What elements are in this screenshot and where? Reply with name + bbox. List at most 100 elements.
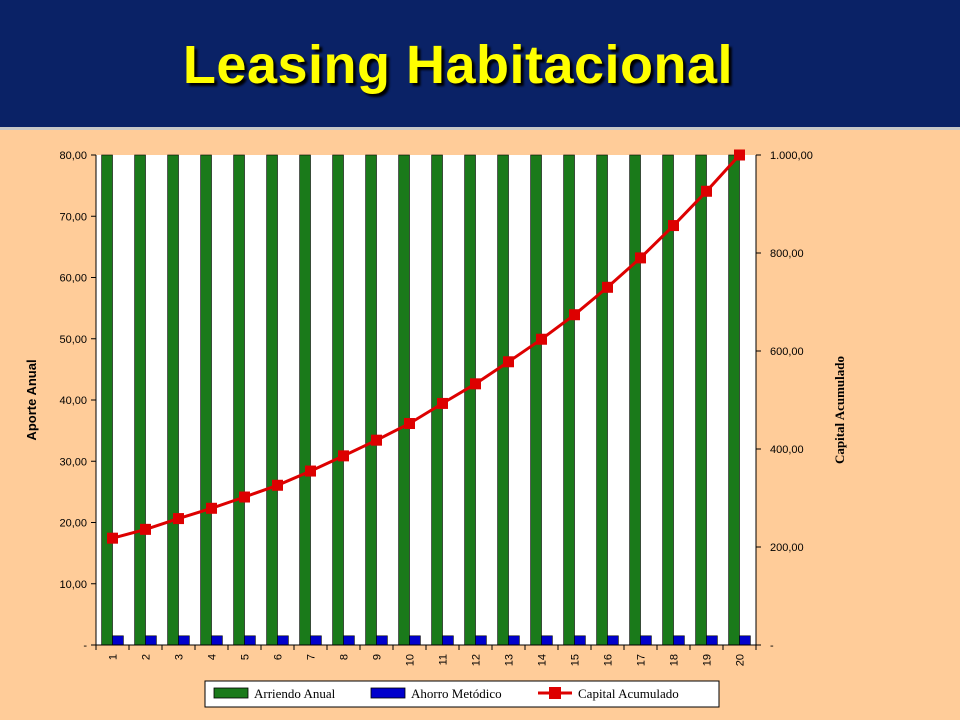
bar-ahorro-19 [706,635,718,646]
x-tick-label: 6 [273,654,285,660]
bar-arriendo-17 [629,154,641,646]
left-tick-label: 70,00 [59,211,87,223]
slide-title: Leasing Habitacional [182,35,734,95]
capital-point-4 [206,502,217,514]
x-tick-label: 8 [339,654,351,660]
right-tick-label: 1.000,00 [770,150,813,162]
bar-ahorro-15 [574,635,586,646]
bar-arriendo-4 [200,154,212,646]
bar-ahorro-16 [607,635,619,646]
chart-legend: Arriendo Anual Ahorro Metódico Capital A… [204,680,720,708]
capital-point-11 [437,397,448,409]
bar-ahorro-17 [640,635,652,646]
ahorro-metodico-bars [112,635,751,646]
right-tick-label: 200,00 [770,542,804,554]
bar-ahorro-14 [541,635,553,646]
left-axis-title: Aporte Anual [24,359,39,440]
bar-ahorro-7 [310,635,322,646]
bar-arriendo-15 [563,154,575,646]
left-tick-label: 20,00 [59,518,87,530]
capital-point-2 [140,523,151,535]
capital-point-19 [701,185,712,197]
x-tick-label: 7 [306,654,318,660]
x-tick-label: 3 [174,654,186,660]
bar-ahorro-3 [178,635,190,646]
legend-swatch-arriendo [213,687,249,699]
capital-point-7 [305,465,316,477]
left-tick-label: 50,00 [59,334,87,346]
right-axis-ticks: - 200,00 400,00 600,00 800,00 1.000,00 [756,150,813,652]
bar-arriendo-13 [497,154,509,646]
x-tick-label: 15 [570,654,582,666]
bar-arriendo-2 [134,154,146,646]
capital-point-10 [404,418,415,430]
bar-arriendo-16 [596,154,608,646]
capital-point-3 [173,513,184,525]
bar-arriendo-5 [233,154,245,646]
left-tick-label: 80,00 [59,150,87,162]
bar-arriendo-20 [728,154,740,646]
right-tick-label: 600,00 [770,346,804,358]
bar-ahorro-6 [277,635,289,646]
right-tick-label: 800,00 [770,248,804,260]
x-tick-label: 16 [603,654,615,666]
x-tick-label: 14 [537,654,549,666]
left-tick-label: 40,00 [59,395,87,407]
bar-ahorro-8 [343,635,355,646]
left-tick-label: - [83,640,87,652]
capital-point-13 [503,356,514,368]
right-tick-label: - [770,640,774,652]
x-tick-label: 19 [702,654,714,666]
capital-point-12 [470,378,481,390]
capital-point-1 [107,532,118,544]
bar-ahorro-1 [112,635,124,646]
bar-arriendo-7 [299,154,311,646]
bar-ahorro-12 [475,635,487,646]
bar-arriendo-12 [464,154,476,646]
legend-label-arriendo: Arriendo Anual [254,686,336,701]
x-tick-label: 10 [405,654,417,666]
bar-arriendo-8 [332,154,344,646]
bar-arriendo-14 [530,154,542,646]
left-tick-label: 30,00 [59,456,87,468]
capital-point-5 [239,491,250,503]
bar-ahorro-4 [211,635,223,646]
left-tick-label: 60,00 [59,273,87,285]
bar-ahorro-18 [673,635,685,646]
bar-arriendo-10 [398,154,410,646]
bar-ahorro-20 [739,635,751,646]
legend-swatch-capital-marker [549,687,561,699]
legend-box [204,680,720,708]
bar-ahorro-10 [409,635,421,646]
bar-ahorro-13 [508,635,520,646]
banner-divider [0,127,960,130]
bar-arriendo-1 [101,154,113,646]
x-tick-label: 20 [735,654,747,666]
left-tick-label: 10,00 [59,579,87,591]
x-tick-label: 13 [504,654,516,666]
title-banner: Leasing Habitacional [0,0,960,127]
x-tick-label: 9 [372,654,384,660]
capital-acumulado-markers [107,149,745,544]
legend-swatch-ahorro [370,687,406,699]
bar-ahorro-2 [145,635,157,646]
bar-arriendo-6 [266,154,278,646]
capital-point-14 [536,333,547,345]
x-tick-label: 1 [108,654,120,660]
x-tick-label: 2 [141,654,153,660]
capital-point-17 [635,252,646,264]
bar-arriendo-9 [365,154,377,646]
legend-label-ahorro: Ahorro Metódico [411,686,502,701]
x-tick-label: 5 [240,654,252,660]
x-tick-label: 17 [636,654,648,666]
x-tick-label: 4 [207,654,219,660]
capital-point-16 [602,281,613,293]
capital-point-6 [272,479,283,491]
capital-point-18 [668,220,679,232]
capital-point-15 [569,309,580,321]
bar-arriendo-19 [695,154,707,646]
plot-area [96,155,756,645]
bar-ahorro-5 [244,635,256,646]
right-axis-title: Capital Acumulado [832,356,847,464]
right-tick-label: 400,00 [770,444,804,456]
